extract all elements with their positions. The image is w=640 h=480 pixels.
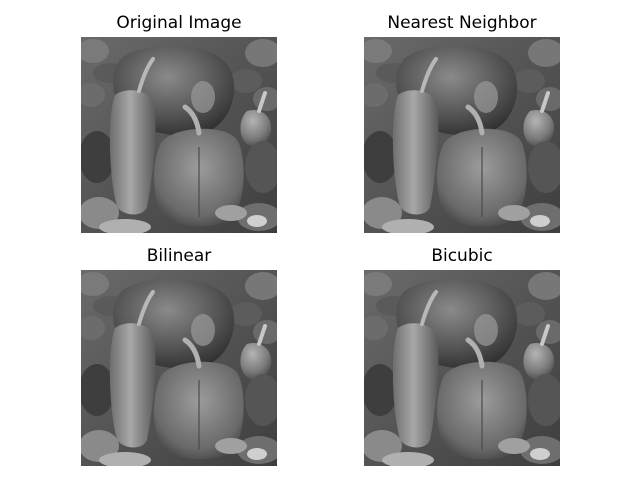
nearest-neighbor-image	[364, 37, 560, 233]
original-image	[81, 37, 277, 233]
panel-title-nearest: Nearest Neighbor	[387, 13, 537, 33]
bicubic-image	[364, 270, 560, 466]
panel-title-bicubic: Bicubic	[431, 246, 493, 266]
panel-title-bilinear: Bilinear	[146, 246, 212, 266]
bilinear-image	[81, 270, 277, 466]
panel-title-original: Original Image	[116, 13, 242, 33]
